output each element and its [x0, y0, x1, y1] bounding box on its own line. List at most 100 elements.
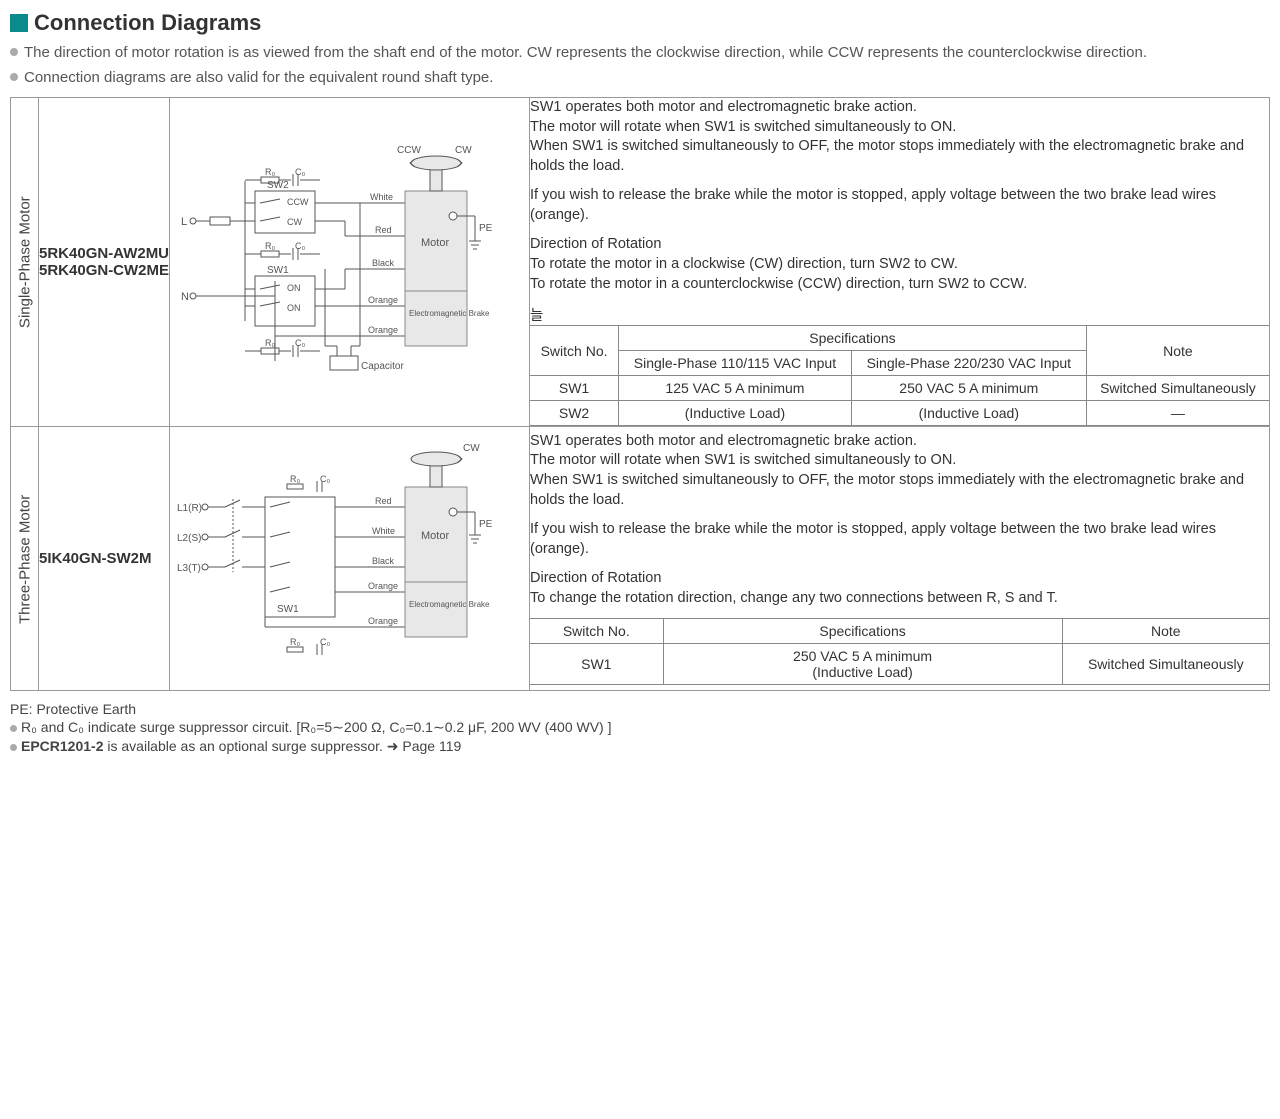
svg-text:R₀: R₀ [290, 474, 300, 484]
diagram-single: L N SW2 CCW CW R₀ [170, 98, 530, 427]
th-sub2: Single-Phase 220/230 VAC Input [851, 351, 1086, 376]
th-spec: Specifications [619, 326, 1087, 351]
bullet-icon [10, 73, 18, 81]
models-three: 5IK40GN-SW2M [39, 427, 170, 691]
model-1: 5RK40GN-AW2MU [39, 245, 169, 262]
svg-text:Electromagnetic Brake: Electromagnetic Brake [409, 600, 490, 609]
svg-text:CW: CW [455, 145, 472, 156]
bullet-icon [10, 725, 17, 732]
row-three-phase: Three-Phase Motor 5IK40GN-SW2M L1(R) L2(… [11, 427, 1270, 691]
circuit-diagram-2: L1(R) L2(S) L3(T) SW1 R₀ C₀ [175, 427, 525, 687]
model-3: 5IK40GN-SW2M [39, 550, 169, 567]
td-c1b: (Inductive Load) [619, 401, 852, 426]
bullet-text: Connection diagrams are also valid for t… [24, 67, 1270, 90]
th2-switch: Switch No. [530, 619, 663, 644]
diagram-three: L1(R) L2(S) L3(T) SW1 R₀ C₀ [170, 427, 530, 691]
vlabel-three: Three-Phase Motor [11, 427, 39, 691]
p3-title2: Direction of Rotation [530, 570, 661, 586]
svg-text:PE: PE [479, 519, 493, 530]
svg-text:L2(S): L2(S) [177, 533, 201, 544]
svg-text:SW1: SW1 [267, 265, 289, 276]
svg-text:Red: Red [375, 225, 392, 235]
svg-text:R₀: R₀ [265, 167, 275, 177]
model-2: 5RK40GN-CW2ME [39, 262, 169, 279]
svg-text:PE: PE [479, 223, 493, 234]
spec-table-2: Switch No. Specifications Note SW1 250 V… [530, 618, 1269, 685]
svg-text:Red: Red [375, 496, 392, 506]
svg-text:Orange: Orange [368, 616, 398, 626]
th-sub1: Single-Phase 110/115 VAC Input [619, 351, 852, 376]
svg-text:Motor: Motor [421, 530, 449, 542]
svg-text:R₀: R₀ [290, 637, 300, 647]
page-header: Connection Diagrams [10, 10, 1270, 36]
svg-text:Black: Black [372, 258, 395, 268]
svg-text:R₀: R₀ [265, 241, 275, 251]
page-title: Connection Diagrams [34, 10, 261, 36]
desc-p1: SW1 operates both motor and electromagne… [530, 98, 1269, 176]
svg-text:CW: CW [287, 217, 302, 227]
header-bullet-1: The direction of motor rotation is as vi… [10, 42, 1270, 65]
svg-text:L: L [181, 216, 187, 228]
svg-text:CW: CW [463, 443, 480, 454]
td-c2: 250 VAC 5 A minimum [851, 376, 1086, 401]
header-bullet-2: Connection diagrams are also valid for t… [10, 67, 1270, 90]
footnote-pe: PE: Protective Earth [10, 701, 1270, 717]
th-note: Note [1086, 326, 1269, 376]
circuit-diagram-1: L N SW2 CCW CW R₀ [175, 121, 525, 401]
svg-text:Orange: Orange [368, 325, 398, 335]
desc2-p2: If you wish to release the brake while t… [530, 520, 1269, 559]
th-switch: Switch No. [530, 326, 619, 376]
td2-sw: SW1 [530, 644, 663, 685]
svg-text:CCW: CCW [397, 145, 421, 156]
svg-text:ON: ON [287, 303, 301, 313]
desc2-p1: SW1 operates both motor and electromagne… [530, 432, 1269, 510]
td-sw2: SW2 [530, 401, 619, 426]
bullet-icon [10, 744, 17, 751]
svg-text:SW2: SW2 [267, 180, 289, 191]
vlabel-single: Single-Phase Motor [11, 98, 39, 427]
desc-three: SW1 operates both motor and electromagne… [530, 427, 1270, 691]
bullet-icon [10, 48, 18, 56]
footnote-epcr: EPCR1201-2 is available as an optional s… [10, 738, 1270, 755]
svg-text:CCW: CCW [287, 197, 309, 207]
svg-text:Capacitor: Capacitor [361, 361, 404, 372]
models-single: 5RK40GN-AW2MU 5RK40GN-CW2ME [39, 98, 170, 427]
p3-body: To rotate the motor in a clockwise (CW) … [530, 256, 1027, 292]
svg-text:White: White [370, 192, 393, 202]
svg-text:C₀: C₀ [295, 338, 305, 348]
svg-text:R₀: R₀ [265, 338, 275, 348]
svg-text:ON: ON [287, 283, 301, 293]
svg-text:N: N [181, 291, 189, 303]
td2-note: Switched Simultaneously [1062, 644, 1269, 685]
p3-body2: To change the rotation direction, change… [530, 590, 1058, 606]
svg-text:L1(R): L1(R) [177, 503, 202, 514]
svg-text:C₀: C₀ [295, 167, 305, 177]
td-noteb: — [1086, 401, 1269, 426]
td-c2b: (Inductive Load) [851, 401, 1086, 426]
row-single-phase: Single-Phase Motor 5RK40GN-AW2MU 5RK40GN… [11, 98, 1270, 427]
svg-text:L3(T): L3(T) [177, 563, 201, 574]
desc-p2: If you wish to release the brake while t… [530, 186, 1269, 225]
svg-text:Orange: Orange [368, 581, 398, 591]
svg-text:C₀: C₀ [295, 241, 305, 251]
svg-text:Black: Black [372, 556, 395, 566]
svg-text:Electromagnetic Brake: Electromagnetic Brake [409, 309, 490, 318]
p3-title: Direction of Rotation [530, 236, 661, 252]
footnote-rc: R₀ and C₀ indicate surge suppressor circ… [10, 719, 1270, 736]
desc2-p3: Direction of Rotation To change the rota… [530, 569, 1269, 608]
td2-c1: 250 VAC 5 A minimum (Inductive Load) [663, 644, 1062, 685]
desc-p3: Direction of Rotation To rotate the moto… [530, 235, 1269, 294]
th2-spec: Specifications [663, 619, 1062, 644]
svg-text:Orange: Orange [368, 295, 398, 305]
svg-text:White: White [372, 526, 395, 536]
bullet-text: The direction of motor rotation is as vi… [24, 42, 1270, 65]
connection-table: Single-Phase Motor 5RK40GN-AW2MU 5RK40GN… [10, 97, 1270, 691]
title-square-icon [10, 14, 28, 32]
th2-note: Note [1062, 619, 1269, 644]
spec-table-1: Switch No. Specifications Note Single-Ph… [530, 325, 1269, 426]
td-note: Switched Simultaneously [1086, 376, 1269, 401]
svg-text:Motor: Motor [421, 237, 449, 249]
svg-text:SW1: SW1 [277, 604, 299, 615]
td-sw1: SW1 [530, 376, 619, 401]
td-c1: 125 VAC 5 A minimum [619, 376, 852, 401]
